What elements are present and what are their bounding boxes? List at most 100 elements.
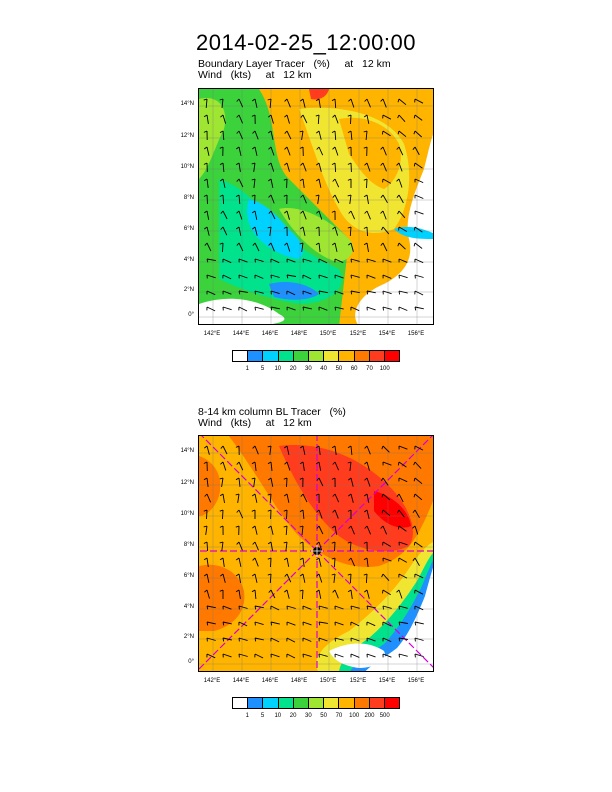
wind-barb-icon <box>299 509 305 519</box>
p2-lat-label: 6°N <box>183 573 194 579</box>
colorbar-swatch <box>278 351 294 361</box>
wind-barb-icon <box>315 242 321 252</box>
wind-barb-icon <box>380 98 387 108</box>
wind-barb-icon <box>204 589 210 599</box>
wind-barb-icon <box>299 146 304 157</box>
wind-barb-icon <box>299 541 304 552</box>
wind-barb-icon <box>236 114 244 124</box>
wind-barb-icon <box>364 210 371 220</box>
wind-barb-icon <box>318 274 328 279</box>
wind-barb-icon <box>206 653 216 659</box>
wind-barb-icon <box>222 637 232 642</box>
wind-barb-icon <box>331 98 337 109</box>
panel1-header-line2: Wind (kts) at 12 km <box>198 69 312 81</box>
wind-barb-icon <box>219 242 224 253</box>
wind-barb-icon <box>284 573 292 583</box>
radial-cross-section-line <box>199 550 318 670</box>
p1-lon-label: 148°E <box>290 331 308 337</box>
wind-barb-icon <box>363 557 369 567</box>
wind-barb-icon <box>238 290 248 295</box>
wind-barb-icon <box>235 146 242 156</box>
wind-barb-icon <box>396 509 405 518</box>
wind-barb-icon <box>220 573 226 583</box>
wind-barb-icon <box>366 290 376 295</box>
wind-barb-icon <box>299 573 306 583</box>
panel2-orange-nw <box>199 456 221 516</box>
wind-barb-icon <box>204 226 210 236</box>
colorbar-swatch <box>293 698 309 708</box>
wind-barb-icon <box>299 178 305 188</box>
colorbar-swatch <box>308 698 325 708</box>
wind-barb-icon <box>267 557 272 568</box>
wind-barb-icon <box>363 573 368 584</box>
wind-barb-icon <box>382 258 392 263</box>
wind-barb-icon <box>286 290 296 296</box>
wind-barb-icon <box>267 178 274 188</box>
wind-barb-icon <box>332 461 340 471</box>
wind-barb-icon <box>382 557 392 562</box>
colorbar-swatch <box>384 351 400 361</box>
wind-barb-icon <box>236 130 244 140</box>
wind-barb-icon <box>283 178 288 189</box>
wind-barb-icon <box>364 589 370 599</box>
wind-barb-icon <box>203 477 209 487</box>
wind-barb-icon <box>268 114 274 124</box>
panel1-map <box>198 88 434 325</box>
wind-barb-icon <box>236 541 243 551</box>
wind-barb-icon <box>318 621 328 626</box>
wind-barb-icon <box>398 306 408 311</box>
colorbar-label: 30 <box>305 713 312 719</box>
wind-barb-icon <box>235 477 241 487</box>
wind-barb-icon <box>347 130 353 141</box>
wind-barb-icon <box>267 477 274 487</box>
wind-barb-icon <box>203 130 208 141</box>
wind-barb-icon <box>382 290 392 295</box>
wind-barb-icon <box>318 306 328 311</box>
wind-barb-icon <box>254 274 264 279</box>
wind-barb-icon <box>331 541 336 552</box>
wind-barb-icon <box>380 146 387 156</box>
wind-barb-icon <box>203 194 208 205</box>
wind-barb-icon <box>396 589 403 599</box>
colorbar-label: 70 <box>366 366 373 372</box>
wind-barb-icon <box>302 306 312 311</box>
colorbar-swatch <box>263 351 279 361</box>
wind-barb-icon <box>235 589 241 599</box>
wind-barb-icon <box>396 493 404 503</box>
wind-barb-icon <box>414 621 424 626</box>
wind-barb-icon <box>316 477 324 487</box>
panel1-header-line1: Boundary Layer Tracer (%) at 12 km <box>198 58 391 70</box>
wind-barb-icon <box>412 525 419 535</box>
wind-barb-icon <box>236 210 243 220</box>
p1-lat-label: 14°N <box>180 101 194 107</box>
wind-barb-icon <box>382 178 392 184</box>
wind-barb-icon <box>397 461 407 468</box>
wind-barb-icon <box>252 525 258 535</box>
wind-barb-icon <box>252 445 259 455</box>
wind-barb-icon <box>347 178 352 188</box>
p2-lat-label: 14°N <box>180 448 194 454</box>
p1-lat-label: 12°N <box>180 133 194 139</box>
wind-barb-icon <box>348 557 356 567</box>
panel1-blue-streak <box>269 282 319 300</box>
wind-barb-icon <box>220 445 228 455</box>
wind-barb-icon <box>414 274 424 279</box>
wind-barb-icon <box>414 258 424 264</box>
wind-barb-icon <box>219 178 226 188</box>
colorbar-swatch <box>354 698 370 708</box>
p2-lon-label: 156°E <box>407 678 425 684</box>
wind-barb-icon <box>270 306 280 311</box>
wind-barb-icon <box>251 146 258 156</box>
wind-barb-icon <box>413 130 423 138</box>
wind-barb-icon <box>235 525 240 536</box>
wind-barb-icon <box>300 98 306 108</box>
wind-barb-icon <box>251 509 256 519</box>
wind-barb-icon <box>299 461 305 471</box>
wind-barb-icon <box>413 461 422 469</box>
panel2-white-east <box>365 567 433 671</box>
wind-barb-icon <box>414 306 424 311</box>
wind-barb-icon <box>398 653 408 658</box>
colorbar-label: 500 <box>379 713 390 719</box>
wind-barb-icon <box>398 477 408 483</box>
wind-barb-icon <box>268 210 276 220</box>
